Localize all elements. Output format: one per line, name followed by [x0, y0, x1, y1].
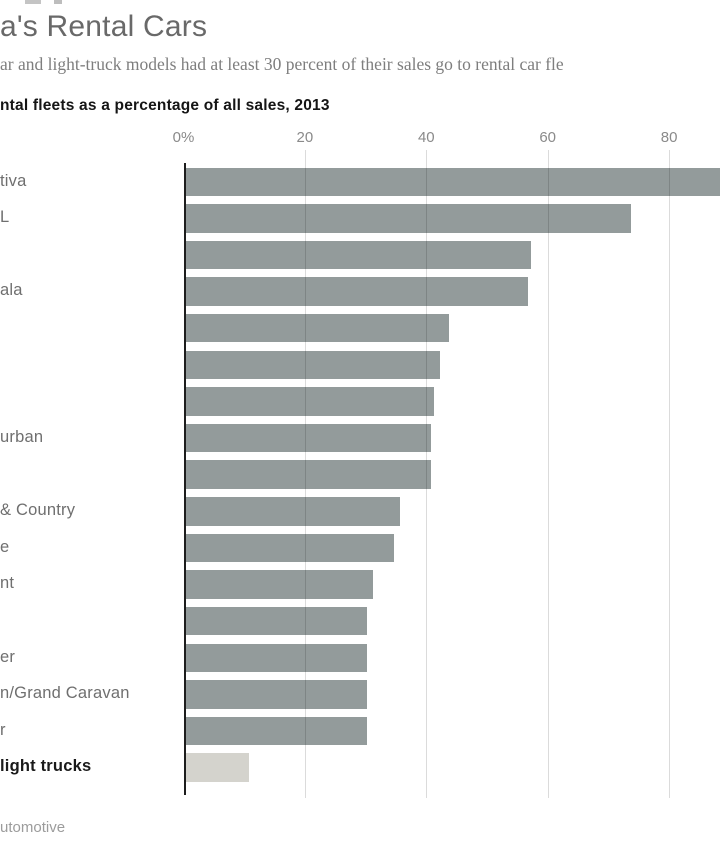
- bar-row-3: [185, 240, 531, 270]
- bar-label-row-10: & Country: [0, 501, 76, 520]
- x-axis-tick-80: 80: [660, 129, 678, 146]
- x-axis-tick-20: 20: [296, 129, 314, 146]
- bar-row-1: [185, 167, 720, 196]
- bar-row-16: [185, 716, 367, 746]
- bar-row-8: [185, 423, 431, 453]
- bar-row-11: [185, 533, 394, 563]
- bar-row-10: [185, 497, 400, 526]
- bar-row-17: [185, 753, 249, 782]
- cropped-text-artifact: [54, 0, 62, 4]
- bar-label-row-14: er: [0, 647, 16, 666]
- bar-label-row-8: urban: [0, 427, 44, 446]
- chart-title: ntal fleets as a percentage of all sales…: [0, 97, 330, 114]
- gridline-20: [305, 150, 306, 798]
- bar-row-7: [185, 387, 434, 416]
- bar-label-row-15: n/Grand Caravan: [0, 684, 130, 703]
- bar-row-4: [185, 277, 528, 306]
- bar-row-12: [185, 570, 373, 599]
- bar-label-row-12: nt: [0, 574, 15, 593]
- bar-label-row-17: light trucks: [0, 757, 92, 776]
- gridline-60: [548, 150, 549, 798]
- x-axis-tick-0: 0%: [172, 129, 195, 146]
- source-credit: utomotive: [0, 819, 66, 836]
- bar-row-13: [185, 606, 367, 636]
- bar-label-row-11: e: [0, 537, 10, 556]
- gridline-80: [669, 150, 670, 798]
- cropped-text-artifact: [25, 0, 41, 4]
- bar-row-9: [185, 460, 431, 489]
- x-axis-tick-40: 40: [417, 129, 435, 146]
- bar-label-row-2: L: [0, 208, 10, 227]
- bar-row-6: [185, 350, 440, 380]
- bar-row-14: [185, 643, 367, 673]
- bar-row-2: [185, 204, 631, 233]
- page-subtitle: ar and light-truck models had at least 3…: [0, 54, 564, 74]
- bar-label-row-1: tiva: [0, 171, 27, 190]
- bar-label-row-16: r: [0, 720, 6, 739]
- y-axis-line: [183, 163, 186, 795]
- x-axis-tick-60: 60: [539, 129, 557, 146]
- gridline-40: [426, 150, 427, 798]
- bar-row-5: [185, 313, 449, 343]
- page-title: a's Rental Cars: [0, 10, 208, 43]
- bar-row-15: [185, 680, 367, 709]
- bar-label-row-4: ala: [0, 281, 23, 300]
